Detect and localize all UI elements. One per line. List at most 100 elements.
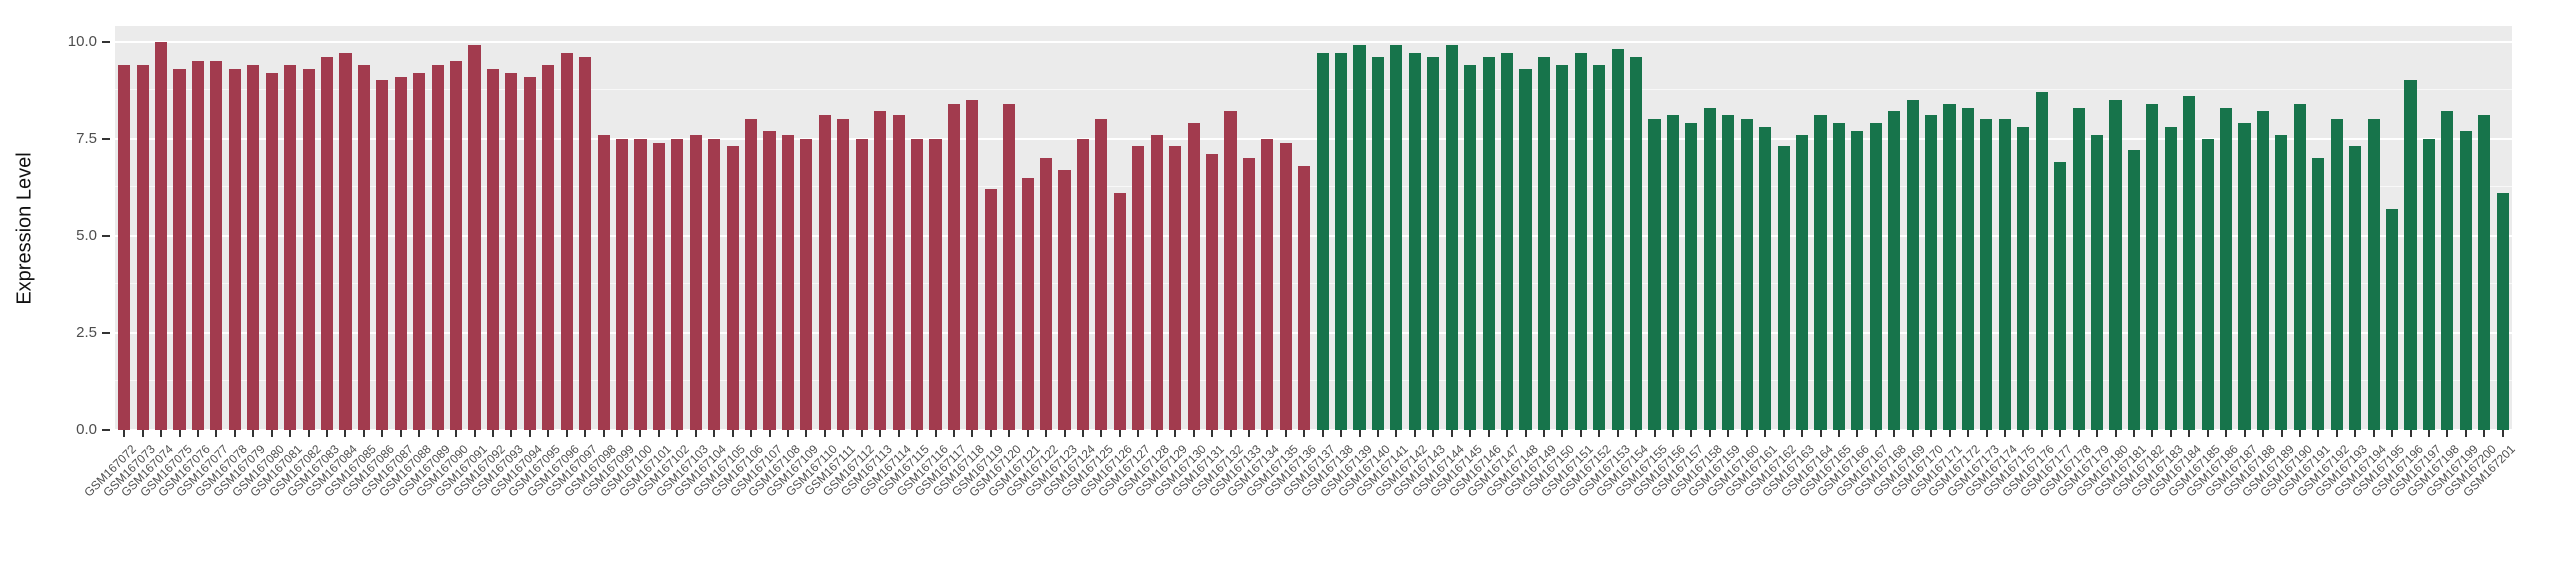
bar-GSM167147 [1500,53,1514,430]
x-tick-mark [2483,430,2486,437]
bar-GSM167072 [118,64,131,430]
x-tick-mark [916,430,919,437]
bar-slot [982,26,1000,430]
y-tick-label: 2.5 [76,323,97,341]
bar-GSM167074 [155,41,168,430]
bar-slot [1498,26,1516,430]
x-tick-mark [1745,430,1748,437]
x-tick-mark [1635,430,1638,437]
bar-slot [594,26,612,430]
y-tick-label: 10.0 [67,32,97,50]
bar-GSM167165 [1832,123,1845,430]
x-tick-mark [1174,430,1177,437]
bar-slot [1959,26,1977,430]
x-tick-mark [621,430,624,437]
bar-slot [2364,26,2382,430]
x-tick-mark [731,430,734,437]
bar-GSM167160 [1740,119,1753,430]
x-tick-mark [713,430,716,437]
bar-GSM167171 [1943,103,1956,430]
bar-slot [1018,26,1036,430]
bar-slot [926,26,944,430]
major-gridline [115,429,2512,431]
bar-GSM167159 [1722,115,1735,430]
x-tick-mark [178,430,181,437]
bar-slot [1369,26,1387,430]
x-tick-mark [160,430,163,437]
bar-slot [1830,26,1848,430]
bar-GSM167169 [1906,99,1919,430]
bar-GSM167143 [1427,57,1440,430]
bar-GSM167194 [2367,119,2380,430]
x-tick-mark [510,430,513,437]
bar-slot [1000,26,1018,430]
x-tick-mark [2243,430,2246,437]
bar-GSM167129 [1169,146,1182,430]
bar-GSM167132 [1224,111,1237,430]
bar-slot [631,26,649,430]
bar-GSM167090 [450,60,463,430]
bar-GSM167157 [1685,123,1698,430]
x-tick-mark [1616,430,1619,437]
bar-slot [723,26,741,430]
bar-slot [1719,26,1737,430]
x-tick-mark [362,430,365,437]
x-tick-mark [1247,430,1250,437]
bar-slot [705,26,723,430]
bar-slot [1627,26,1645,430]
bar-slot [1037,26,1055,430]
bar-GSM167153 [1611,49,1624,430]
minor-gridline [115,186,2512,188]
x-tick-mark [215,430,218,437]
bar-slot [1406,26,1424,430]
bar-slot [1092,26,1110,430]
bar-GSM167199 [2459,130,2472,430]
bar-slot [2014,26,2032,430]
x-tick-mark [1782,430,1785,437]
bar-slot [853,26,871,430]
bar-slot [410,26,428,430]
bar-slot [281,26,299,430]
bar-slot [2493,26,2511,430]
bar-GSM167092 [486,68,500,430]
bar-slot [373,26,391,430]
x-tick-mark [455,430,458,437]
x-tick-mark [1008,430,1011,437]
x-tick-mark [2114,430,2117,437]
bar-slot [2235,26,2253,430]
bar-GSM167113 [874,111,887,430]
bar-slot [650,26,668,430]
bar-slot [2217,26,2235,430]
bar-slot [2125,26,2143,430]
bar-GSM167111 [837,119,850,430]
x-tick-mark [1100,430,1103,437]
x-tick-mark [639,430,642,437]
x-tick-mark [2446,430,2449,437]
bar-GSM167138 [1335,53,1348,430]
x-tick-mark [879,430,882,437]
x-tick-mark [842,430,845,437]
bar-GSM167076 [191,60,205,430]
minor-gridline [115,380,2512,382]
bar-GSM167103 [689,134,702,430]
y-axis: 0.0 2.5 5.0 7.5 10.0 [0,26,113,438]
x-tick-mark [1579,430,1582,437]
bar-slot [1645,26,1663,430]
bar-GSM167088 [413,72,426,430]
x-tick-mark [2077,430,2080,437]
x-tick-mark [1469,430,1472,437]
x-tick-mark [344,430,347,437]
x-tick-mark [1303,430,1306,437]
x-tick-mark [528,430,531,437]
bar-slot [816,26,834,430]
x-tick-mark [860,430,863,437]
x-tick-mark [750,430,753,437]
bar-slot [1203,26,1221,430]
bar-GSM167114 [892,115,905,430]
x-tick-mark [399,430,402,437]
x-tick-mark [547,430,550,437]
x-tick-mark [2317,430,2320,437]
bar-slot [2328,26,2346,430]
bar-GSM167124 [1076,138,1090,430]
bar-slot [760,26,778,430]
